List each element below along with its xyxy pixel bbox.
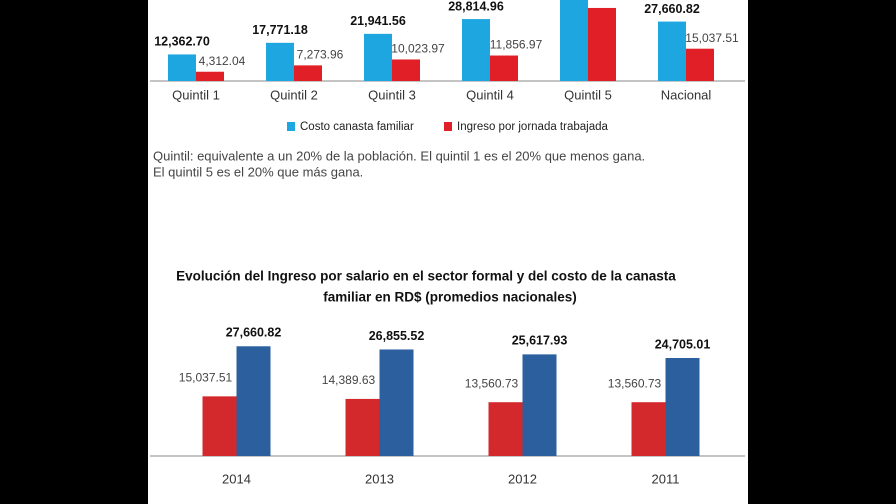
value-label: 25,617.93 xyxy=(512,334,568,348)
bar xyxy=(631,402,666,456)
value-label: 4,312.04 xyxy=(199,54,246,68)
value-label: 27,660.82 xyxy=(644,2,700,16)
value-label: 13,560.73 xyxy=(608,376,662,390)
bar xyxy=(364,33,392,81)
note: El quintil 5 es el 20% que más gana. xyxy=(153,164,363,179)
value-label: 28,814.96 xyxy=(448,0,504,13)
value-label: 21,941.56 xyxy=(350,14,406,28)
value-label: 12,362.70 xyxy=(154,35,210,49)
value-label: 13,560.73 xyxy=(465,376,519,390)
bar xyxy=(658,21,686,81)
bar xyxy=(522,354,557,456)
bar xyxy=(490,55,518,81)
x-tick-label: 2013 xyxy=(365,471,394,486)
bar xyxy=(294,65,322,81)
bar xyxy=(560,0,588,81)
bar xyxy=(588,7,616,82)
value-label: 11,856.97 xyxy=(490,38,543,52)
x-tick-label: Quintil 5 xyxy=(564,87,612,102)
note: Quintil: equivalente a un 20% de la pobl… xyxy=(153,148,645,163)
bar xyxy=(665,358,700,456)
bar xyxy=(196,71,224,81)
x-tick-label: 2011 xyxy=(652,471,680,486)
x-tick-label: 2014 xyxy=(222,471,251,486)
value-label: 15,037.51 xyxy=(179,371,233,385)
value-label: 10,023.97 xyxy=(391,42,445,56)
bar xyxy=(168,54,196,81)
legend-label: Costo canasta familiar xyxy=(300,121,414,133)
x-tick-label: 2012 xyxy=(508,471,537,486)
value-label: 17,771.18 xyxy=(252,23,308,37)
value-label: 24,705.01 xyxy=(655,337,711,351)
value-label: 27,660.82 xyxy=(226,326,282,340)
x-tick-label: Quintil 1 xyxy=(172,87,220,102)
legend-label: Ingreso por jornada trabajada xyxy=(457,121,608,133)
x-tick-label: Nacional xyxy=(661,87,712,102)
x-tick-label: Quintil 4 xyxy=(466,87,514,102)
bar xyxy=(488,402,523,456)
bar xyxy=(202,396,237,456)
value-label: 26,855.52 xyxy=(369,329,425,343)
bar xyxy=(392,59,420,81)
x-tick-label: Quintil 2 xyxy=(270,87,318,102)
bar xyxy=(379,349,414,456)
chart-title: familiar en RD$ (promedios nacionales) xyxy=(323,290,577,305)
legend-swatch xyxy=(444,122,452,131)
bar xyxy=(686,48,714,81)
bar xyxy=(236,346,271,456)
value-label: 15,037.51 xyxy=(685,31,739,45)
bar xyxy=(345,398,380,456)
value-label: 7,273.96 xyxy=(297,48,344,62)
value-label: 14,389.63 xyxy=(322,373,376,387)
bar xyxy=(266,42,294,81)
chart-title: Evolución del Ingreso por salario en el … xyxy=(176,269,676,284)
x-tick-label: Quintil 3 xyxy=(368,87,416,102)
bar xyxy=(462,19,490,81)
legend-swatch xyxy=(287,122,295,131)
